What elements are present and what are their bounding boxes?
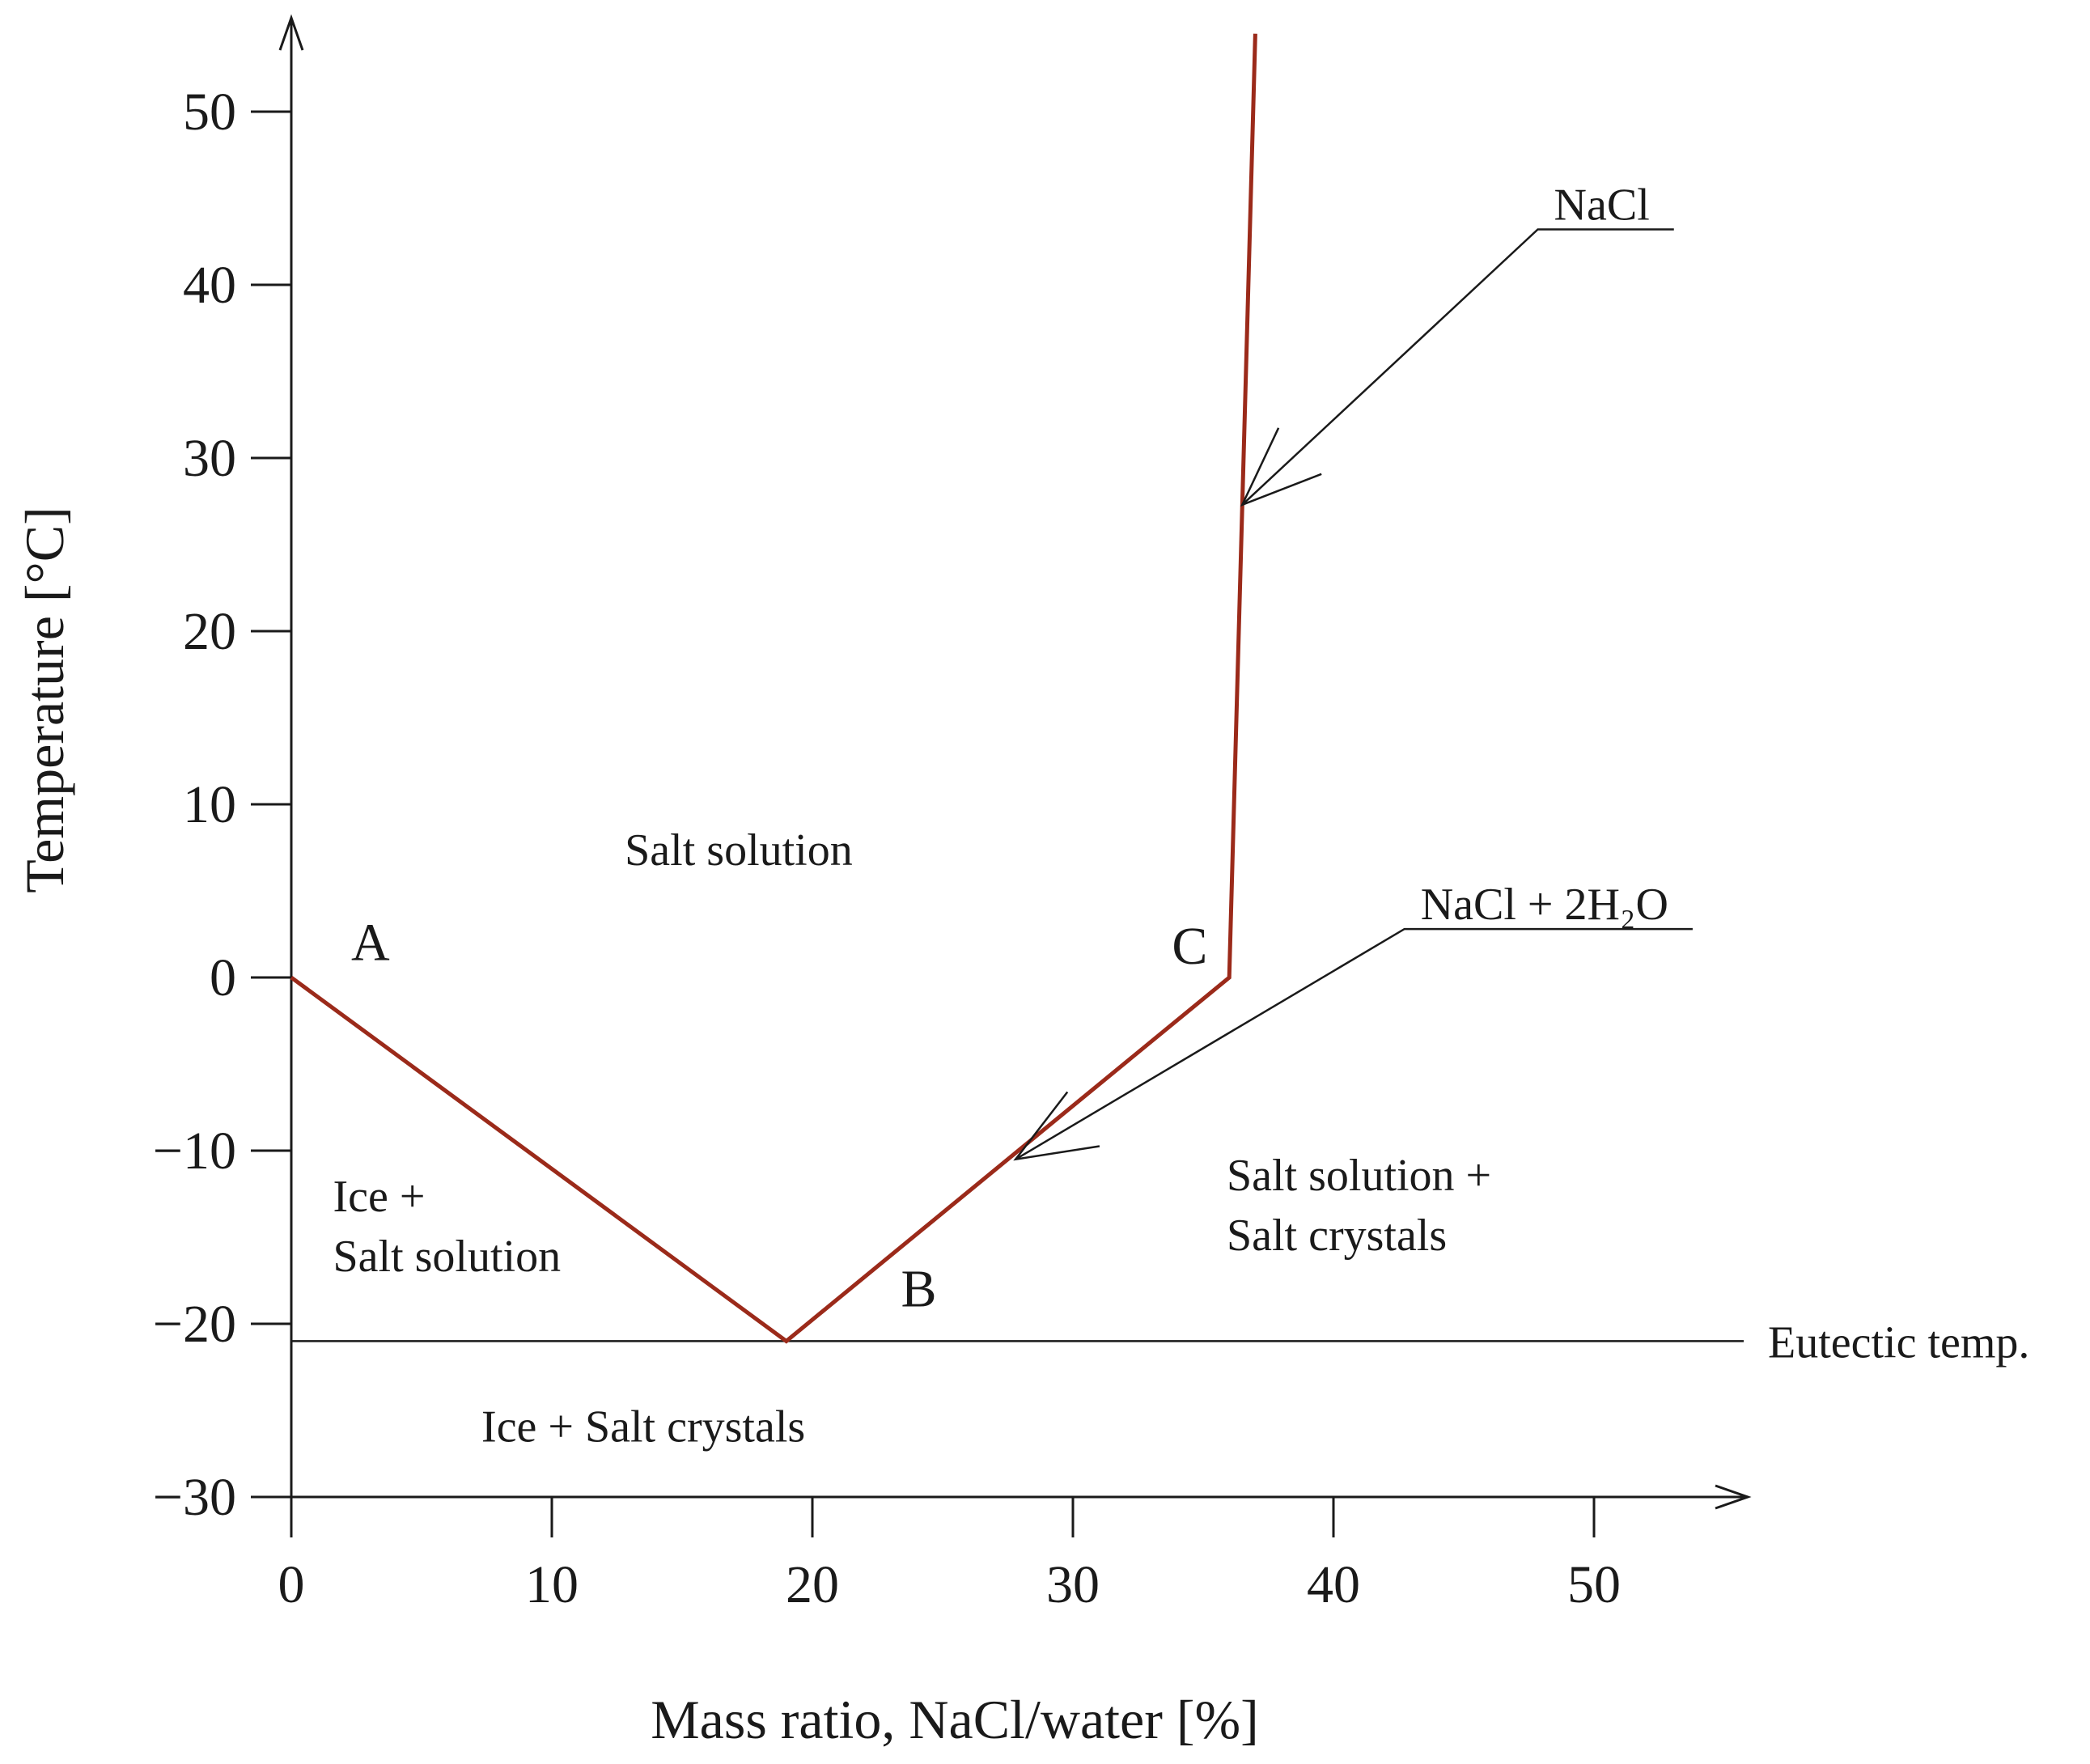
- region-label-line: Salt solution: [333, 1232, 562, 1282]
- axes: [278, 14, 1752, 1510]
- annotations-group: NaCl NaCl + 2H₂O: [1013, 180, 1693, 1161]
- annotation-leader: [1015, 927, 1693, 1160]
- region-label: Ice + Salt solution: [333, 1172, 562, 1282]
- ticks: −30 −20 −10 0 10 20 30 40 50 0 10 20 30 40 50: [153, 83, 1621, 1614]
- x-tick-label: 50: [1567, 1555, 1621, 1614]
- y-tick-label: 10: [183, 775, 236, 834]
- y-tick-label: 40: [183, 256, 236, 315]
- region-label-line: Ice +: [333, 1172, 426, 1222]
- y-tick-label: −20: [153, 1295, 236, 1354]
- point-label-c: C: [1172, 917, 1207, 976]
- phase-boundary-line: [290, 33, 1257, 1344]
- region-label: Ice + Salt crystals: [481, 1402, 805, 1452]
- y-tick-label: −10: [153, 1122, 236, 1181]
- point-label-b: B: [901, 1260, 936, 1319]
- region-label-line: Salt crystals: [1227, 1211, 1447, 1261]
- annotation-leader: [1241, 228, 1674, 506]
- x-tick-label: 10: [525, 1555, 579, 1614]
- eutectic-label: Eutectic temp.: [1768, 1317, 2029, 1368]
- y-axis-arrowhead: [278, 14, 304, 51]
- x-axis-title: Mass ratio, NaCl/water [%]: [651, 1689, 1259, 1750]
- annotation-label: NaCl: [1554, 180, 1650, 231]
- y-tick-label: 50: [183, 83, 236, 142]
- series-group: [290, 33, 1257, 1344]
- x-tick-label: 20: [786, 1555, 839, 1614]
- y-tick-label: 20: [183, 602, 236, 661]
- y-tick-label: 0: [210, 948, 236, 1007]
- x-tick-label: 30: [1046, 1555, 1100, 1614]
- annotation-label: NaCl + 2H₂O: [1421, 880, 1668, 930]
- region-label: Salt solution: [625, 825, 853, 876]
- x-tick-label: 0: [278, 1555, 305, 1614]
- y-axis-title: Temperature [°C]: [14, 507, 75, 893]
- region-label-line: Salt solution: [625, 825, 853, 876]
- y-tick-label: 30: [183, 429, 236, 488]
- y-tick-label: −30: [153, 1468, 236, 1527]
- region-label: Salt solution + Salt crystals: [1227, 1151, 1491, 1261]
- eutectic-line-group: Eutectic temp.: [291, 1317, 2029, 1368]
- labels-group: A B C Salt solution Ice + Salt solution Salt s…: [333, 825, 1492, 1452]
- region-label-line: Salt solution +: [1227, 1151, 1491, 1201]
- annotation-arrowhead: [1013, 1091, 1100, 1161]
- point-label-a: A: [351, 914, 390, 973]
- annotation-arrowhead: [1240, 427, 1322, 507]
- x-tick-label: 40: [1307, 1555, 1360, 1614]
- x-axis-arrowhead: [1715, 1484, 1752, 1510]
- region-label-line: Ice + Salt crystals: [481, 1402, 805, 1452]
